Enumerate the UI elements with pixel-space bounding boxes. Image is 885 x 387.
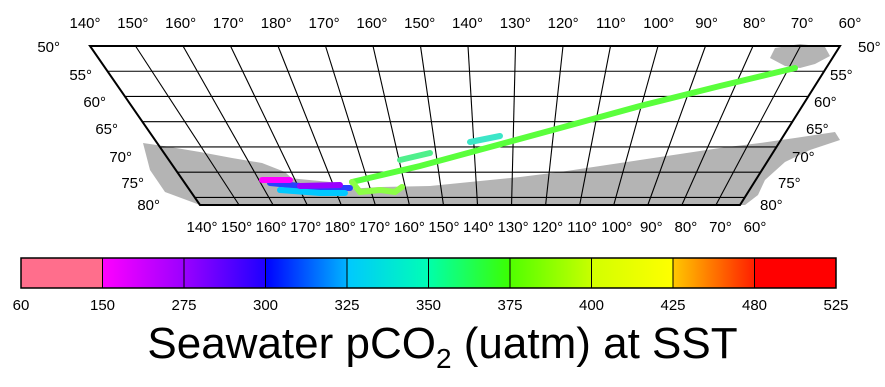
caption-subscript: 2: [435, 342, 452, 374]
top-longitude-label: 160°: [356, 15, 387, 32]
colorbar-segment: [184, 258, 266, 288]
colorbar-tick-labels: 60 150 275 300 325 350 375 400 425 480 525: [13, 297, 849, 314]
colorbar-tick-label: 300: [253, 297, 278, 314]
polar-map: 140° 150° 160° 170° 180° 170° 160° 150° 140° 130°…: [37, 15, 881, 236]
meridian-line: [419, 45, 444, 206]
colorbar-frame: [20, 257, 837, 289]
caption-prefix: Seawater pCO: [147, 319, 436, 368]
bottom-longitude-label: 90°: [640, 219, 663, 236]
south-america-land: [770, 44, 830, 68]
bottom-longitude-label: 140°: [463, 219, 494, 236]
pco2-colorbar: 60 150 275 300 325 350 375 400 425 480 525: [13, 257, 849, 314]
meridian-line: [613, 45, 659, 206]
bottom-longitude-label: 130°: [498, 219, 529, 236]
caption-suffix: (uatm) at SST: [451, 319, 738, 368]
bottom-longitude-label: 150°: [221, 219, 252, 236]
bottom-longitude-label: 170°: [290, 219, 321, 236]
top-longitude-labels: 140° 150° 160° 170° 180° 170° 160° 150° 140° 130°…: [69, 15, 861, 32]
meridian-line: [545, 45, 564, 206]
bottom-longitude-label: 160°: [256, 219, 287, 236]
top-longitude-label: 90°: [695, 15, 718, 32]
bottom-longitude-label: 140°: [186, 219, 217, 236]
colorbar-segment: [21, 258, 103, 288]
right-latitude-label: 80°: [760, 197, 783, 214]
bottom-longitude-label: 180°: [325, 219, 356, 236]
bottom-longitude-label: 70°: [709, 219, 732, 236]
colorbar-segment: [754, 258, 837, 288]
left-latitude-labels: 50° 55° 60° 65° 70° 75° 80°: [37, 39, 160, 214]
right-latitude-label: 65°: [806, 121, 829, 138]
meridian-line: [230, 45, 308, 206]
bottom-longitude-label: 170°: [359, 219, 390, 236]
top-longitude-label: 100°: [643, 15, 674, 32]
right-latitude-label: 50°: [858, 39, 881, 56]
colorbar-segment: [428, 258, 511, 288]
top-longitude-label: 140°: [452, 15, 483, 32]
left-latitude-label: 60°: [83, 94, 106, 111]
left-latitude-label: 80°: [137, 197, 160, 214]
right-latitude-label: 55°: [830, 67, 853, 84]
top-longitude-label: 140°: [69, 15, 100, 32]
top-longitude-label: 80°: [743, 15, 766, 32]
bottom-longitude-label: 110°: [567, 219, 597, 236]
top-longitude-label: 150°: [404, 15, 435, 32]
colorbar-segment: [265, 258, 348, 288]
colorbar-tick-label: 400: [579, 297, 604, 314]
colorbar-tick-label: 60: [13, 297, 30, 314]
left-latitude-label: 75°: [121, 175, 144, 192]
meridian-line: [681, 45, 754, 206]
colorbar-segment: [591, 258, 674, 288]
top-longitude-label: 150°: [117, 15, 148, 32]
right-latitude-label: 70°: [792, 149, 815, 166]
colorbar-segment: [102, 258, 185, 288]
meridian-line: [372, 45, 410, 206]
colorbar-tick-label: 325: [334, 297, 359, 314]
colorbar-tick-label: 480: [742, 297, 767, 314]
top-longitude-label: 160°: [165, 15, 196, 32]
meridian-line: [182, 45, 274, 206]
bottom-longitude-label: 120°: [532, 219, 563, 236]
map-outline: [88, 45, 842, 206]
meridian-line: [277, 45, 342, 206]
bottom-longitude-label: 60°: [744, 219, 767, 236]
colorbar-tick-label: 350: [416, 297, 441, 314]
top-longitude-label: 180°: [261, 15, 292, 32]
colorbar-tick-label: 525: [823, 297, 848, 314]
bottom-longitude-label: 80°: [675, 219, 698, 236]
top-longitude-label: 110°: [596, 15, 626, 32]
top-longitude-label: 120°: [548, 15, 579, 32]
right-latitude-labels: 50° 55° 60° 65° 70° 75° 80°: [760, 39, 881, 214]
colorbar-segment: [347, 258, 429, 288]
left-latitude-label: 50°: [37, 39, 60, 56]
meridian-line: [647, 45, 707, 206]
meridian-line: [135, 45, 240, 206]
bottom-longitude-label: 160°: [394, 219, 425, 236]
colorbar-segments: [21, 258, 837, 288]
bottom-longitude-labels: 140° 150° 160° 170° 180° 170° 160° 150° 140° 130°…: [186, 219, 766, 236]
graticule: [107, 45, 825, 206]
right-latitude-label: 75°: [778, 175, 801, 192]
colorbar-segment: [510, 258, 592, 288]
colorbar-tick-label: 150: [90, 297, 115, 314]
meridian-line: [579, 45, 612, 206]
right-latitude-label: 60°: [814, 94, 837, 111]
top-longitude-label: 170°: [309, 15, 340, 32]
left-latitude-label: 55°: [69, 67, 92, 84]
colorbar-caption: Seawater pCO2 (uatm) at SST: [0, 316, 885, 387]
top-longitude-label: 130°: [500, 15, 531, 32]
bottom-longitude-label: 150°: [428, 219, 459, 236]
meridian-line: [467, 45, 479, 206]
colorbar-tick-label: 425: [660, 297, 685, 314]
left-latitude-label: 65°: [95, 121, 118, 138]
top-longitude-label: 60°: [839, 15, 862, 32]
cruise-track: [259, 65, 798, 196]
colorbar-tick-label: 375: [497, 297, 522, 314]
meridian-line: [511, 45, 517, 206]
top-longitude-label: 170°: [213, 15, 244, 32]
colorbar-tick-label: 275: [171, 297, 196, 314]
colorbar-segment: [673, 258, 755, 288]
left-latitude-label: 70°: [109, 149, 132, 166]
bottom-longitude-label: 100°: [601, 219, 632, 236]
top-longitude-label: 70°: [791, 15, 814, 32]
